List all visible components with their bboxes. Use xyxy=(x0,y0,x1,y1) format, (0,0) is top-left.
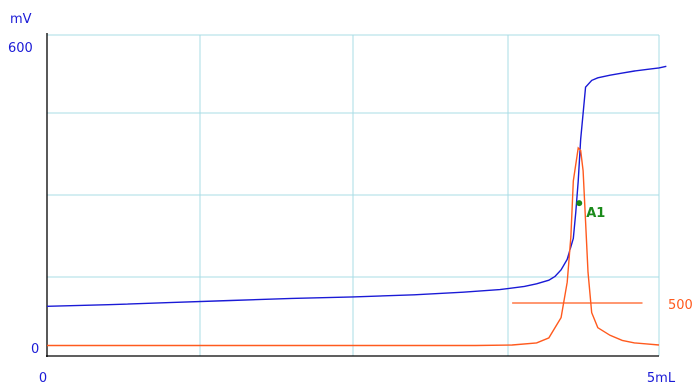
x-tick-label-0: 0 xyxy=(39,371,47,385)
derivative-curve xyxy=(47,146,660,347)
a1-label: A1 xyxy=(586,206,605,221)
y-tick-label-0: 0 xyxy=(31,342,39,357)
axes xyxy=(46,33,659,357)
x-tick-label-5ml: 5mL xyxy=(647,371,676,385)
y-unit-label: mV xyxy=(10,12,32,27)
grid-lines xyxy=(47,34,660,356)
a1-marker xyxy=(576,200,583,207)
potential-curve xyxy=(46,65,667,307)
series-layer xyxy=(46,65,667,347)
threshold-label: 500 xyxy=(668,298,693,313)
y-tick-label-600: 600 xyxy=(8,41,33,56)
labels-layer: mV 600 00 5mL 500 A1 xyxy=(8,12,693,385)
